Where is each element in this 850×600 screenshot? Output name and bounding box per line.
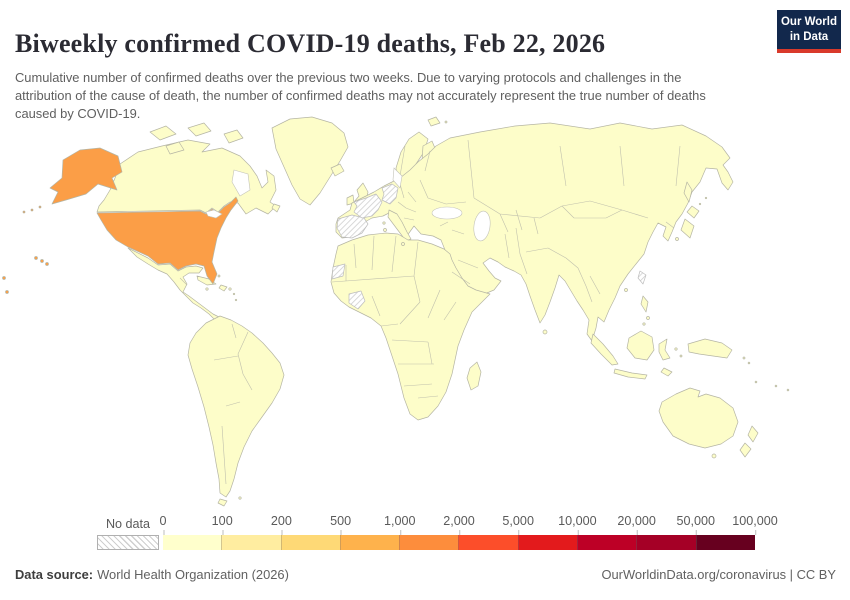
legend-band[interactable] — [399, 535, 459, 550]
region-new-guinea[interactable] — [687, 338, 733, 359]
region-mexico-central-america[interactable] — [127, 247, 220, 322]
us-mainland[interactable] — [96, 196, 239, 285]
region-greenland[interactable] — [271, 116, 349, 206]
great-lakes — [205, 209, 223, 219]
hudson-bay — [231, 169, 251, 197]
black-sea — [431, 206, 463, 220]
no-data-region-germany[interactable] — [381, 183, 399, 205]
country-borders — [179, 139, 681, 485]
world-map — [0, 106, 850, 508]
legend-band[interactable] — [280, 535, 340, 550]
legend-tick-label: 1,000 — [384, 514, 416, 535]
legend-tick-labels: 0 100 200 500 1,000 2,000 5,000 10,000 20,000 50,… — [159, 514, 778, 535]
map-legend: No data 0 100 200 500 1,000 2,000 5,000 10,000 2… — [97, 514, 778, 550]
region-united-states[interactable] — [2, 147, 239, 294]
legend-tick-label: 5,000 — [502, 514, 534, 535]
legend-no-data: No data — [97, 517, 159, 550]
baltic-sea — [392, 167, 403, 189]
legend-band[interactable] — [458, 535, 518, 550]
page-title: Biweekly confirmed COVID-19 deaths, Feb … — [15, 29, 606, 59]
attribution-link[interactable]: OurWorldinData.org/coronavirus | CC BY — [601, 567, 836, 582]
small-islands[interactable] — [205, 120, 790, 500]
data-source-label: Data source: — [15, 567, 94, 582]
us-alaska[interactable] — [49, 147, 123, 205]
legend-tick-label: 100,000 — [732, 514, 778, 535]
region-new-zealand[interactable] — [739, 425, 759, 458]
region-eurasia[interactable] — [335, 122, 734, 342]
legend-band[interactable] — [517, 535, 578, 550]
no-data-regions — [331, 183, 647, 310]
us-islands[interactable] — [2, 205, 49, 294]
legend-tick-label: 2,000 — [443, 514, 475, 535]
legend-band[interactable] — [221, 535, 281, 550]
region-japan[interactable] — [680, 181, 700, 239]
legend-tick-label: 500 — [330, 514, 352, 535]
legend-tick-label: 20,000 — [617, 514, 656, 535]
owid-logo[interactable]: Our World in Data — [777, 10, 841, 53]
land-default — [96, 116, 790, 507]
region-madagascar[interactable] — [466, 361, 482, 391]
legend-tick-label: 0 — [159, 514, 167, 535]
region-south-america[interactable] — [187, 315, 285, 507]
legend-band[interactable] — [163, 535, 222, 550]
logo-line-2: in Data — [789, 30, 829, 43]
legend-color-bar[interactable] — [163, 535, 755, 550]
legend-band[interactable] — [577, 535, 637, 550]
legend-tick-label: 100 — [211, 514, 233, 535]
region-iceland[interactable] — [330, 116, 441, 177]
region-arctic-islands[interactable] — [149, 122, 281, 213]
caspian-sea — [473, 210, 491, 242]
no-data-region-spain[interactable] — [336, 214, 369, 239]
region-canada[interactable] — [96, 139, 277, 215]
legend-band[interactable] — [695, 535, 755, 550]
legend-band[interactable] — [636, 535, 696, 550]
water-overlays — [205, 167, 491, 242]
legend-no-data-swatch[interactable] — [97, 535, 159, 550]
chart-subtitle: Cumulative number of confirmed deaths ov… — [15, 69, 706, 121]
logo-line-1: Our World — [780, 16, 837, 28]
data-source-value: World Health Organization (2026) — [97, 567, 289, 582]
legend-tick-label: 50,000 — [676, 514, 716, 535]
region-indonesia[interactable] — [590, 330, 673, 380]
no-data-region-taiwan[interactable] — [637, 270, 647, 285]
no-data-region-cote-divoire[interactable] — [348, 290, 366, 310]
legend-band[interactable] — [339, 535, 400, 550]
data-source: Data source: World Health Organization (2… — [15, 567, 289, 582]
legend-tick-label: 10,000 — [558, 514, 597, 535]
legend-tick-label: 200 — [270, 514, 292, 535]
legend-no-data-label: No data — [105, 517, 151, 531]
region-caribbean[interactable] — [196, 275, 228, 292]
region-africa[interactable] — [330, 232, 491, 421]
region-australia[interactable] — [658, 387, 739, 449]
region-philippines[interactable] — [640, 295, 649, 313]
legend-colorbar: 0 100 200 500 1,000 2,000 5,000 10,000 20,000 50,… — [159, 514, 778, 550]
no-data-region-western-sahara[interactable] — [331, 263, 346, 280]
no-data-region-france[interactable] — [353, 193, 383, 219]
